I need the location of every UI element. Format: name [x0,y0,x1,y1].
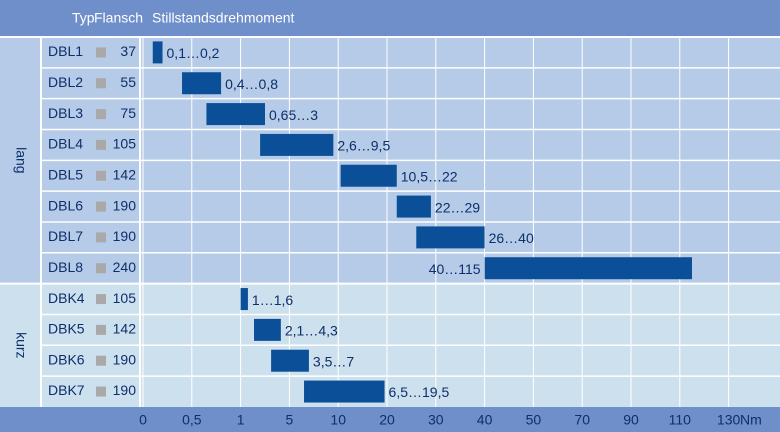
type-label: DBK5 [48,321,85,337]
range-label: 6,5…19,5 [389,384,450,400]
header-band [0,0,780,37]
type-label: DBL5 [48,166,83,182]
x-tick-label: 50 [526,412,542,428]
range-bar [416,226,485,249]
x-tick-label: 70 [574,412,590,428]
range-bar [206,103,265,126]
flange-square [96,294,106,305]
range-bar [271,349,309,372]
type-label: DBL7 [48,228,83,244]
x-tick-label: 5 [286,412,294,428]
type-label: DBK6 [48,351,85,367]
range-bar [396,195,431,218]
x-tick-label: 130 [717,412,741,428]
flange-square [96,170,106,181]
x-tick-label: 90 [623,412,639,428]
flange-label: 55 [120,74,136,90]
flange-square [96,232,106,243]
flange-label: 105 [113,290,137,306]
range-label: 0,65…3 [269,107,318,123]
flange-label: 37 [120,43,136,59]
type-label: DBL8 [48,259,83,275]
range-label: 3,5…7 [313,353,354,369]
range-bar [240,288,248,311]
unit-label: Nm [740,412,762,428]
x-tick-label: 40 [477,412,493,428]
x-tick-label: 1 [237,412,245,428]
flange-square [96,78,106,89]
flange-square [96,355,106,366]
flange-square [96,263,106,274]
type-label: DBK7 [48,382,85,398]
type-label: DBL1 [48,43,83,59]
type-label: DBK4 [48,290,85,306]
flange-label: 190 [113,197,137,213]
flange-label: 190 [113,228,137,244]
flange-square [96,201,106,212]
range-bar [340,164,397,187]
range-label: 40…115 [429,261,481,277]
flange-label: 75 [120,105,136,121]
range-bar [484,257,692,280]
range-bar [182,72,222,95]
flange-square [96,109,106,120]
flange-square [96,386,106,397]
range-label: 2,1…4,3 [285,323,338,339]
x-tick-label: 0,5 [182,412,202,428]
flange-square [96,324,106,335]
group-label: kurz [13,332,29,358]
range-label: 10,5…22 [401,168,458,184]
footer-band [0,407,780,432]
range-bar [260,133,334,156]
range-label: 22…29 [435,199,480,215]
flange-label: 142 [113,166,137,182]
range-label: 26…40 [489,230,534,246]
flange-label: 190 [113,382,137,398]
range-label: 0,4…0,8 [225,76,278,92]
type-label: DBL2 [48,74,83,90]
flange-label: 142 [113,321,137,337]
x-tick-label: 20 [379,412,395,428]
range-bar [254,318,281,341]
range-label: 2,6…9,5 [337,138,390,154]
header-label: Stillstandsdrehmoment [152,10,295,26]
flange-label: 240 [113,259,137,275]
header-label: Typ [72,10,95,26]
flange-square [96,139,106,150]
flange-label: 105 [113,136,137,152]
flange-square [96,47,106,58]
range-bar [304,380,385,403]
x-tick-label: 0 [139,412,147,428]
header-label: Flansch [94,10,143,26]
range-bar [152,41,163,64]
type-label: DBL6 [48,197,83,213]
x-tick-label: 30 [428,412,444,428]
flange-label: 190 [113,351,137,367]
x-tick-label: 110 [669,412,692,428]
x-tick-label: 10 [330,412,346,428]
group-label: lang [13,147,29,173]
type-label: DBL3 [48,105,83,121]
range-label: 0,1…0,2 [167,45,220,61]
type-label: DBL4 [48,136,83,152]
range-label: 1…1,6 [252,292,293,308]
